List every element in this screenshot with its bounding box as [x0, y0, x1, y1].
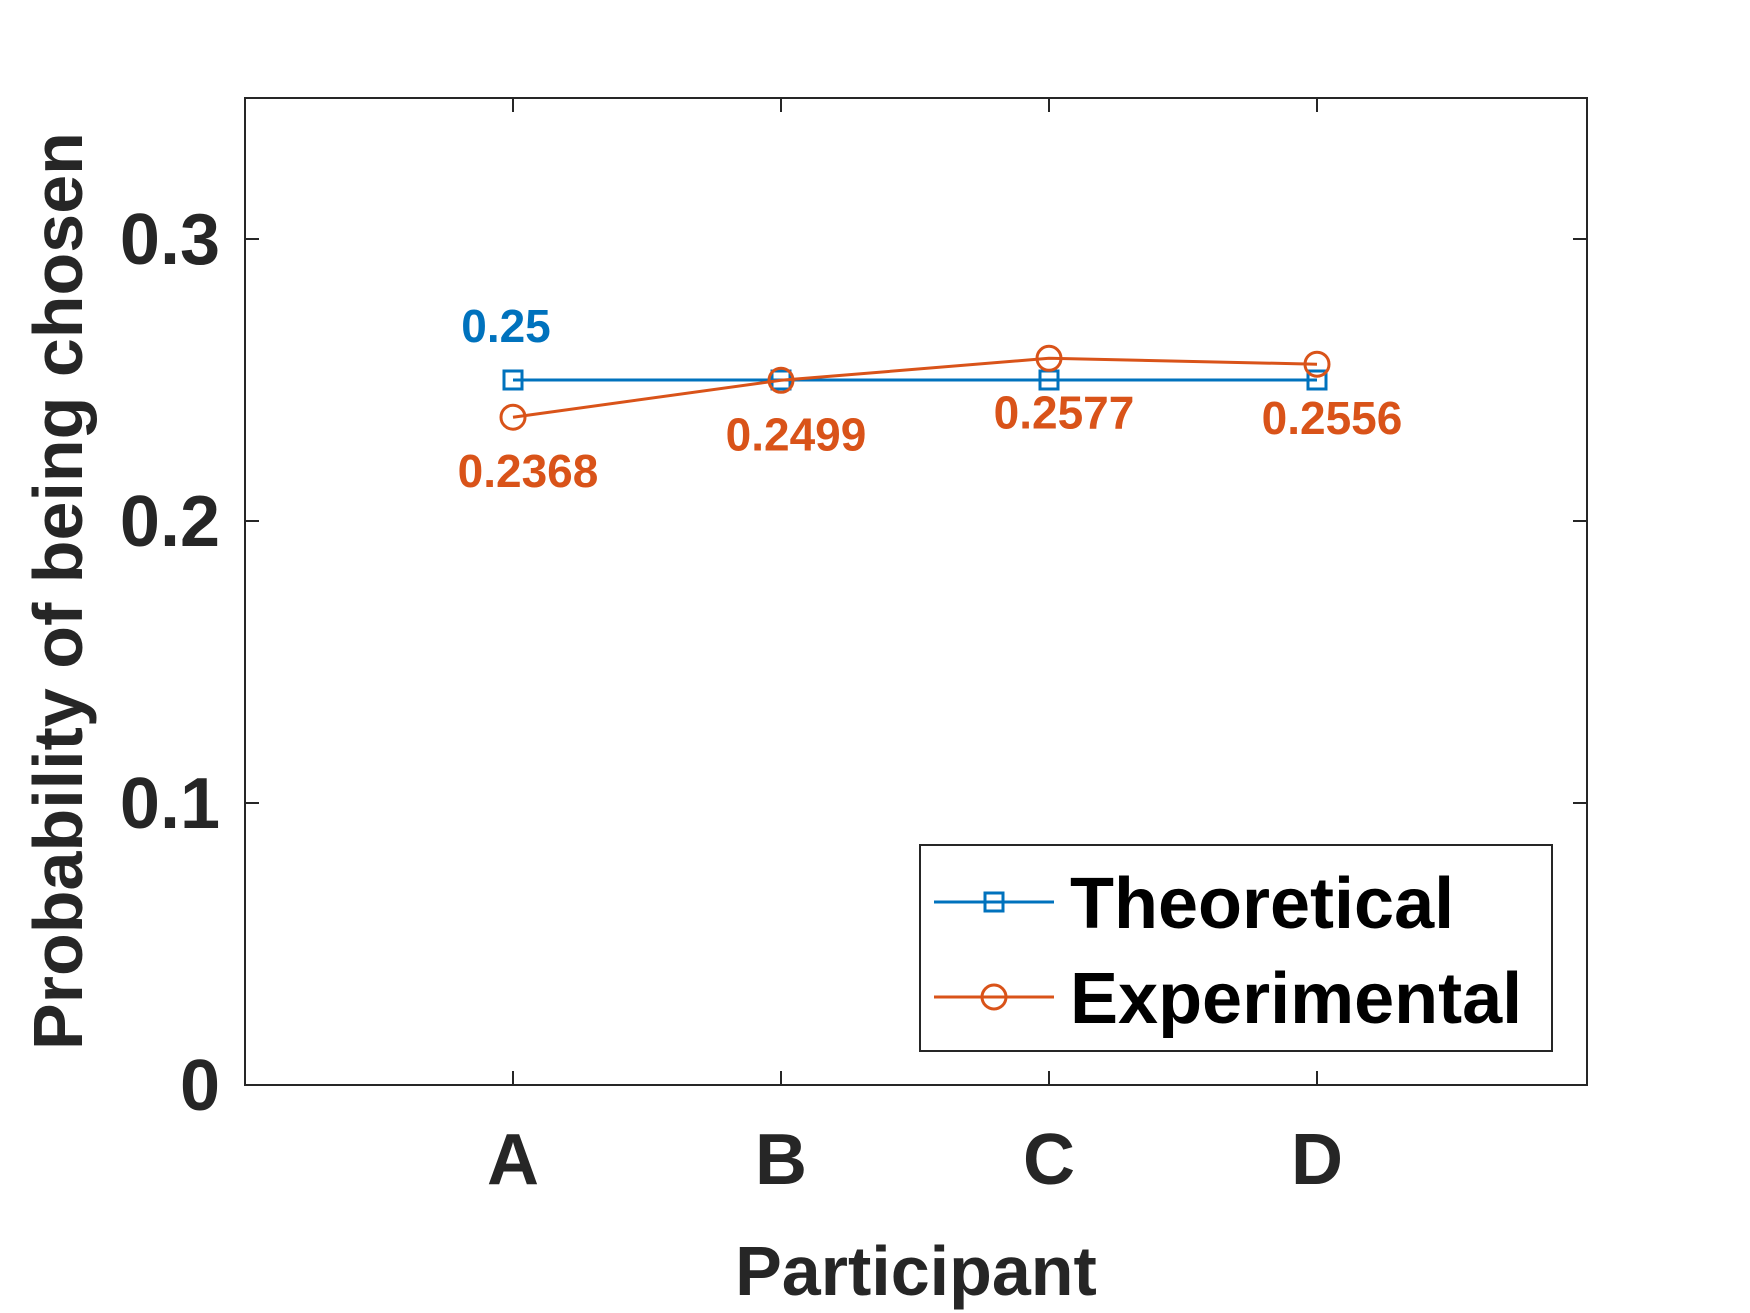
y-axis-title: Probability of being chosen [19, 132, 97, 1050]
experimental-point [499, 403, 527, 431]
experimental-point [1303, 350, 1331, 378]
series-line-experimental [512, 356, 1318, 419]
legend-box [919, 844, 1553, 1052]
data-label-theoretical: 0.25 [461, 300, 551, 352]
legend: Theoretical Experimental [919, 844, 1553, 1052]
legend-theoretical-label: Theoretical [1070, 864, 1454, 944]
x-tick-label: B [755, 1120, 807, 1200]
legend-theoretical-marker [983, 891, 1005, 913]
x-tick-labels: A B C D [487, 1120, 1343, 1200]
axis-ticks [245, 98, 1587, 1086]
data-label-experimental: 0.2499 [726, 408, 867, 460]
y-tick-labels: 0 0.1 0.2 0.3 [120, 200, 220, 1126]
data-label-experimental: 0.2577 [994, 386, 1135, 438]
legend-experimental-marker [980, 983, 1008, 1011]
experimental-point [1035, 344, 1063, 372]
y-tick-label: 0.1 [120, 764, 220, 844]
experimental-point [767, 366, 795, 394]
series [499, 344, 1331, 431]
y-tick-label: 0.3 [120, 200, 220, 280]
legend-experimental-label: Experimental [1070, 959, 1522, 1039]
x-tick-label: C [1023, 1120, 1075, 1200]
data-labels: 0.25 0.2368 0.2499 0.2577 0.2556 [458, 300, 1403, 497]
x-tick-label: A [487, 1120, 539, 1200]
theoretical-point [502, 369, 524, 391]
x-axis-title: Participant [735, 1232, 1097, 1310]
data-label-experimental: 0.2556 [1262, 392, 1403, 444]
theoretical-point [1306, 369, 1328, 391]
data-label-experimental: 0.2368 [458, 445, 599, 497]
y-tick-label: 0 [180, 1046, 220, 1126]
x-tick-label: D [1291, 1120, 1343, 1200]
y-tick-label: 0.2 [120, 482, 220, 562]
